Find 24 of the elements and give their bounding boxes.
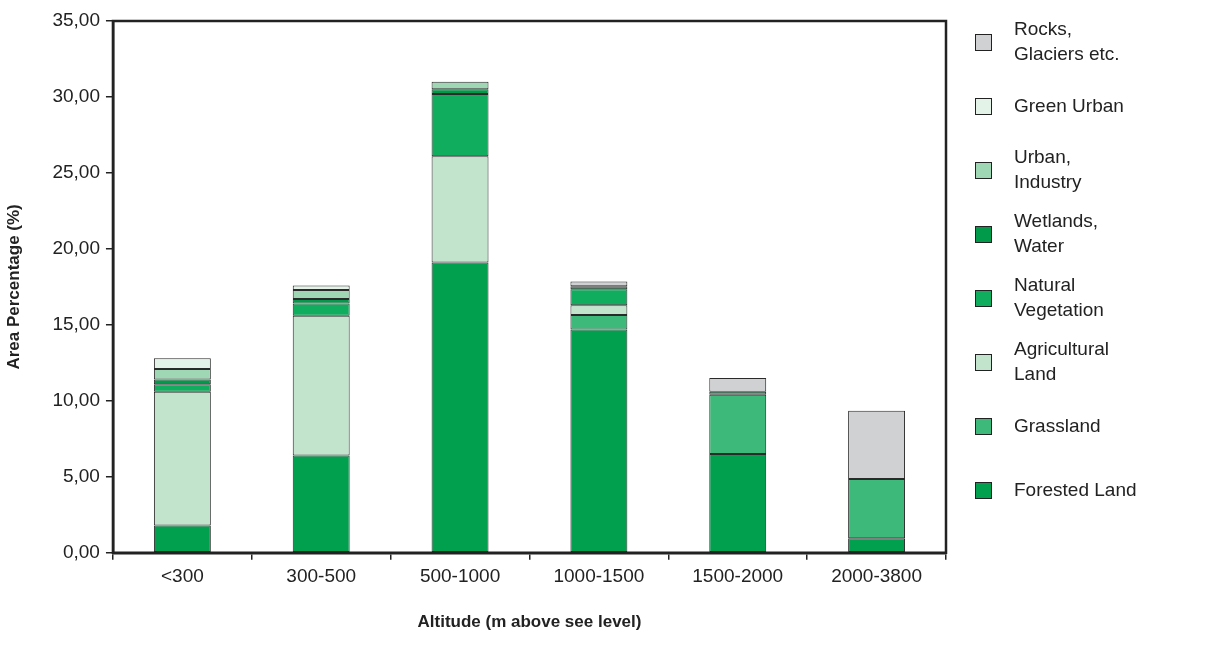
legend-label: Urban, Industry xyxy=(1014,145,1083,194)
y-tick-label: 20,00 xyxy=(52,237,100,259)
legend-label: Forested Land xyxy=(1014,477,1138,502)
x-tick-label: 1500-2000 xyxy=(692,565,784,587)
legend-label: Rocks, Glaciers etc. xyxy=(1014,17,1121,66)
y-tick-label: 10,00 xyxy=(52,389,100,411)
y-tick-label: 0,00 xyxy=(62,541,100,563)
legend-label: Natural Vegetation xyxy=(1014,273,1105,322)
y-tick-label: 25,00 xyxy=(52,161,100,183)
x-tick-label: <300 xyxy=(160,565,204,587)
x-tick-label: 1000-1500 xyxy=(553,565,645,587)
y-axis-title: Area Percentage (%) xyxy=(3,204,23,370)
legend-label: Wetlands, Water xyxy=(1014,209,1100,258)
x-tick-label: 2000-3800 xyxy=(831,565,923,587)
legend-label: Agricultural Land xyxy=(1014,337,1111,386)
y-tick-label: 15,00 xyxy=(52,313,100,335)
legend-label: Green Urban xyxy=(1014,93,1125,118)
y-tick-label: 5,00 xyxy=(62,465,100,487)
y-tick-label: 35,00 xyxy=(52,9,100,31)
x-tick-label: 500-1000 xyxy=(419,565,501,587)
x-tick-label: 300-500 xyxy=(286,565,357,587)
x-axis-title: Altitude (m above see level) xyxy=(417,612,642,632)
legend-label: Grassland xyxy=(1014,413,1102,438)
y-tick-label: 30,00 xyxy=(52,85,100,107)
